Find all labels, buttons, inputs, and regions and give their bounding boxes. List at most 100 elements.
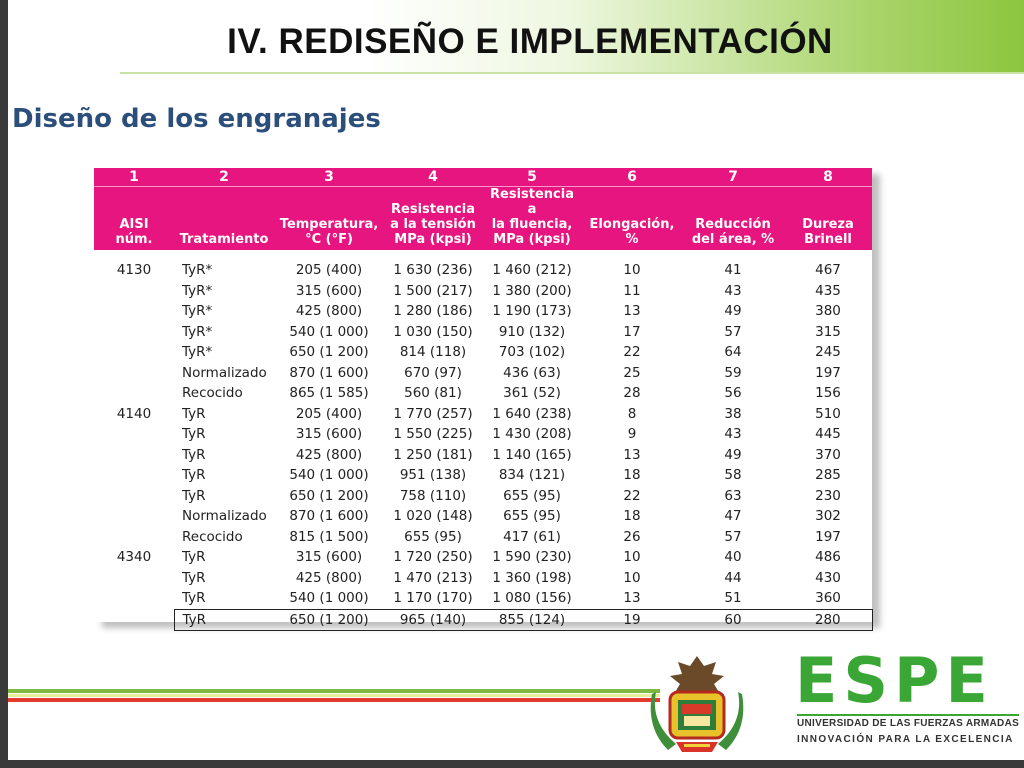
table-cell: 370 [815, 446, 841, 463]
table-row: TyR* 650 (1 200) 814 (118) 703 (102) 22 64 245 [94, 342, 872, 363]
table-cell: 302 [815, 508, 841, 525]
table-cell: 47 [724, 508, 742, 525]
table-cell: 64 [724, 344, 742, 361]
table-cell: 425 (800) [295, 303, 363, 320]
table-cell [94, 445, 174, 466]
table-cell: 57 [724, 528, 742, 545]
table-cell: 870 (1 600) [289, 364, 369, 381]
column-header-line: MPa (kpsi) [394, 232, 472, 247]
table-cell [94, 322, 174, 343]
table-cell: 280 [784, 608, 873, 631]
table-cell: 59 [724, 364, 742, 381]
table-cell: 1 170 (170) [393, 590, 473, 607]
table-cell: 417 (61) [503, 528, 561, 545]
slide-bottom-border [0, 760, 1024, 768]
column-header: AISI núm. [94, 186, 174, 250]
column-number: 7 [682, 168, 784, 187]
table-cell: 1 460 (212) [492, 262, 572, 279]
slide-title: IV. REDISEÑO E IMPLEMENTACIÓN [227, 22, 833, 61]
column-header: Dureza Brinell [784, 186, 872, 250]
table-cell: 1 720 (250) [393, 549, 473, 566]
table-cell: 834 (121) [498, 467, 566, 484]
table-spacer-row [94, 250, 872, 260]
table-cell: 13 [623, 590, 641, 607]
slide-subtitle: Diseño de los engranajes [12, 104, 381, 134]
column-header-line: del área, % [691, 232, 775, 247]
table-cell: 17 [623, 323, 641, 340]
table-cell: 865 (1 585) [289, 385, 369, 402]
table-cell: 49 [724, 446, 742, 463]
espe-logo-wordmark: ESPE [795, 644, 994, 717]
column-header-line: Tratamiento [179, 232, 269, 247]
table-cell: 197 [815, 528, 841, 545]
table-cell: TyR* [182, 262, 213, 279]
table-cell [94, 342, 174, 363]
table-cell: 205 (400) [295, 405, 363, 422]
column-number: 4 [384, 168, 482, 187]
title-divider [120, 72, 1024, 74]
table-cell: 655 (95) [503, 487, 561, 504]
table-cell: 1 590 (230) [492, 549, 572, 566]
table-cell: 38 [724, 405, 742, 422]
table-row: 4130 TyR* 205 (400) 1 630 (236) 1 460 (212) 1… [94, 260, 872, 281]
table-cell: 13 [623, 303, 641, 320]
table-cell: 655 (95) [503, 508, 561, 525]
table-cell: 655 (95) [404, 528, 462, 545]
table-cell: Recocido [182, 528, 243, 545]
table-cell: Normalizado [182, 364, 267, 381]
table-row: TyR* 315 (600) 1 500 (217) 1 380 (200) 11 43 4… [94, 281, 872, 302]
table-row: TyR 315 (600) 1 550 (225) 1 430 (208) 9 43 445 [94, 424, 872, 445]
column-header: Elongación,% [582, 186, 682, 250]
table-cell: 22 [623, 344, 641, 361]
table-cell: 156 [815, 385, 841, 402]
table-cell: TyR [182, 569, 206, 586]
table-cell: 43 [724, 426, 742, 443]
table-cell: 26 [623, 528, 641, 545]
column-header-line: MPa (kpsi) [493, 232, 571, 247]
logo-university-name: UNIVERSIDAD DE LAS FUERZAS ARMADAS [797, 718, 1020, 729]
column-header: Resistencia a la fluencia, MPa (kpsi) [482, 186, 582, 250]
column-number: 1 [94, 168, 174, 187]
table-cell: 1 630 (236) [393, 262, 473, 279]
table-cell: 855 (124) [482, 608, 582, 631]
table-cell: 467 [815, 262, 841, 279]
table-cell: 19 [582, 608, 682, 631]
column-header-line: a la tensión [390, 217, 476, 232]
table-cell: 18 [623, 508, 641, 525]
column-header-line: Resistencia a [490, 187, 574, 217]
table-cell: 430 [815, 569, 841, 586]
table-cell: 910 (132) [498, 323, 566, 340]
table-cell: 315 (600) [295, 426, 363, 443]
table-cell: 1 470 (213) [393, 569, 473, 586]
table-cell: 56 [724, 385, 742, 402]
table-cell: 1 380 (200) [492, 282, 572, 299]
column-number: 2 [174, 168, 274, 187]
table-row: Normalizado 870 (1 600) 670 (97) 436 (63) 25… [94, 363, 872, 384]
table-cell: 58 [724, 467, 742, 484]
column-header: Tratamiento [174, 186, 274, 250]
table-row: TyR* 540 (1 000) 1 030 (150) 910 (132) 17 57 3… [94, 322, 872, 343]
table-row: TyR 650 (1 200) 758 (110) 655 (95) 22 63 230 [94, 486, 872, 507]
column-header: Resistencia a la tensión MPa (kpsi) [384, 186, 482, 250]
table-cell: 315 (600) [295, 549, 363, 566]
table-cell: 703 (102) [498, 344, 566, 361]
table-row: TyR 650 (1 200) 965 (140) 855 (124) 19 60 280 [94, 608, 873, 631]
table-cell: 197 [815, 364, 841, 381]
column-header-line: Reducción [695, 217, 771, 232]
column-header-line: Elongación, [589, 217, 675, 232]
table-cell: 445 [815, 426, 841, 443]
table-cell: 49 [724, 303, 742, 320]
table-cell: 28 [623, 385, 641, 402]
table-cell: TyR [182, 549, 206, 566]
table-cell: TyR* [182, 282, 213, 299]
table-cell: 11 [623, 282, 641, 299]
table-cell: TyR* [182, 303, 213, 320]
table-cell: TyR [173, 608, 274, 631]
table-cell: 13 [623, 446, 641, 463]
table-cell: 1 500 (217) [393, 282, 473, 299]
table-cell: 4340 [116, 549, 152, 566]
table-cell: 285 [815, 467, 841, 484]
table-cell: 965 (140) [384, 608, 482, 631]
table-row: TyR 540 (1 000) 1 170 (170) 1 080 (156) 13 51… [94, 588, 872, 609]
